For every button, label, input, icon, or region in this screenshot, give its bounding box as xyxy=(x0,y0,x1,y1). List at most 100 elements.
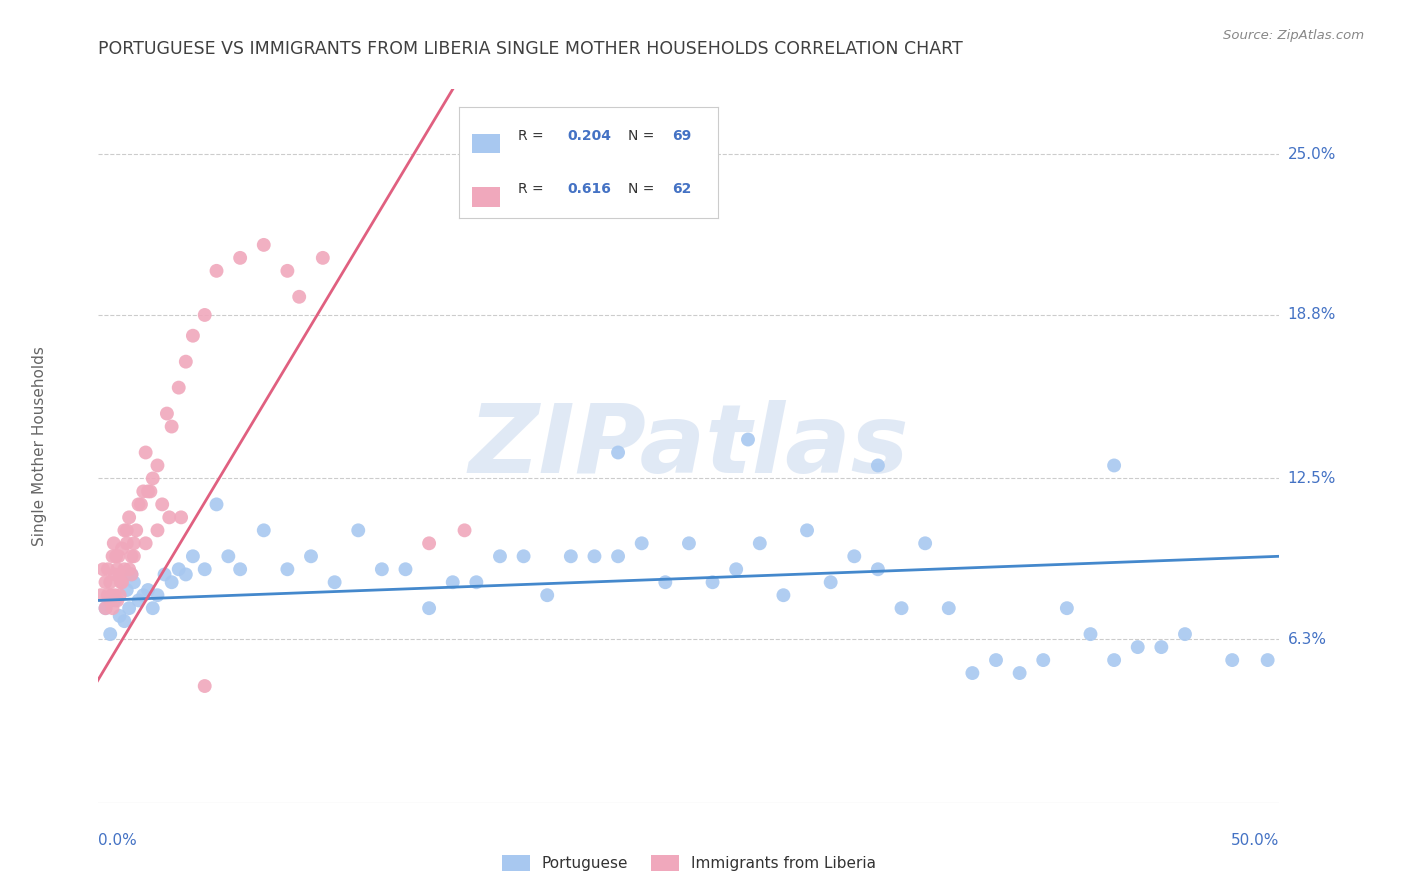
Point xyxy=(181,328,204,343)
Point xyxy=(418,601,440,615)
Point xyxy=(938,601,960,615)
Point xyxy=(108,609,131,624)
Point xyxy=(136,582,159,597)
Point xyxy=(97,562,120,576)
Point xyxy=(229,562,252,576)
Point xyxy=(560,549,582,564)
Point xyxy=(772,588,794,602)
Point xyxy=(418,536,440,550)
Point xyxy=(103,536,125,550)
Point xyxy=(135,536,157,550)
Point xyxy=(105,593,128,607)
Point xyxy=(139,484,162,499)
Point xyxy=(132,484,155,499)
Point xyxy=(371,562,394,576)
Point xyxy=(105,562,128,576)
Point xyxy=(174,567,197,582)
Point xyxy=(146,458,169,473)
Point xyxy=(253,524,276,538)
Point xyxy=(489,549,512,564)
Point xyxy=(121,567,143,582)
Point xyxy=(1080,627,1102,641)
Text: Source: ZipAtlas.com: Source: ZipAtlas.com xyxy=(1223,29,1364,42)
Point xyxy=(217,549,239,564)
Point xyxy=(142,601,165,615)
Point xyxy=(160,575,183,590)
Point xyxy=(100,588,122,602)
Text: 12.5%: 12.5% xyxy=(1288,471,1336,486)
Point xyxy=(122,549,145,564)
Point xyxy=(323,575,346,590)
Point xyxy=(98,593,121,607)
Point xyxy=(167,562,190,576)
Text: 0.0%: 0.0% xyxy=(98,833,138,848)
Text: 6.3%: 6.3% xyxy=(1288,632,1327,647)
Point xyxy=(111,541,134,556)
Point xyxy=(866,562,889,576)
Point xyxy=(104,588,127,602)
Point xyxy=(115,536,138,550)
Point xyxy=(122,575,145,590)
Point xyxy=(194,562,217,576)
Point xyxy=(312,251,335,265)
Point xyxy=(167,381,190,395)
Point xyxy=(194,308,217,322)
Point xyxy=(1220,653,1243,667)
Point xyxy=(146,524,169,538)
Point xyxy=(142,471,165,485)
Point xyxy=(129,497,152,511)
Point xyxy=(1257,653,1279,667)
Point xyxy=(118,510,141,524)
Text: PORTUGUESE VS IMMIGRANTS FROM LIBERIA SINGLE MOTHER HOUSEHOLDS CORRELATION CHART: PORTUGUESE VS IMMIGRANTS FROM LIBERIA SI… xyxy=(98,40,963,58)
Point xyxy=(229,251,252,265)
Point xyxy=(122,536,145,550)
Point xyxy=(394,562,416,576)
Point xyxy=(107,549,129,564)
Point xyxy=(101,549,124,564)
Point xyxy=(1056,601,1078,615)
Point xyxy=(630,536,652,550)
Point xyxy=(132,588,155,602)
Point xyxy=(820,575,842,590)
Point xyxy=(194,679,217,693)
Point xyxy=(118,601,141,615)
Point xyxy=(737,433,759,447)
Point xyxy=(121,549,143,564)
Point xyxy=(115,582,138,597)
Point xyxy=(583,549,606,564)
Point xyxy=(288,290,311,304)
Point xyxy=(90,588,112,602)
Point xyxy=(276,562,298,576)
Point xyxy=(115,524,138,538)
Point xyxy=(94,575,117,590)
Point xyxy=(607,445,630,459)
Point xyxy=(98,575,121,590)
Text: 18.8%: 18.8% xyxy=(1288,308,1336,322)
Point xyxy=(153,567,176,582)
Point xyxy=(128,593,150,607)
Point xyxy=(654,575,676,590)
Point xyxy=(170,510,193,524)
Point xyxy=(94,601,117,615)
Point xyxy=(108,567,131,582)
Point xyxy=(1174,627,1197,641)
Point xyxy=(453,524,475,538)
Point xyxy=(108,588,131,602)
Point xyxy=(984,653,1007,667)
Point xyxy=(135,445,157,459)
Point xyxy=(299,549,322,564)
Point xyxy=(146,588,169,602)
Point xyxy=(347,524,370,538)
Point xyxy=(91,562,114,576)
Point xyxy=(844,549,866,564)
Point xyxy=(748,536,770,550)
Point xyxy=(121,567,143,582)
Point xyxy=(205,497,228,511)
Legend: Portuguese, Immigrants from Liberia: Portuguese, Immigrants from Liberia xyxy=(496,849,882,877)
Point xyxy=(1126,640,1149,654)
Text: 50.0%: 50.0% xyxy=(1232,833,1279,848)
Point xyxy=(101,601,124,615)
Point xyxy=(702,575,724,590)
Text: Single Mother Households: Single Mother Households xyxy=(32,346,46,546)
Point xyxy=(111,575,134,590)
